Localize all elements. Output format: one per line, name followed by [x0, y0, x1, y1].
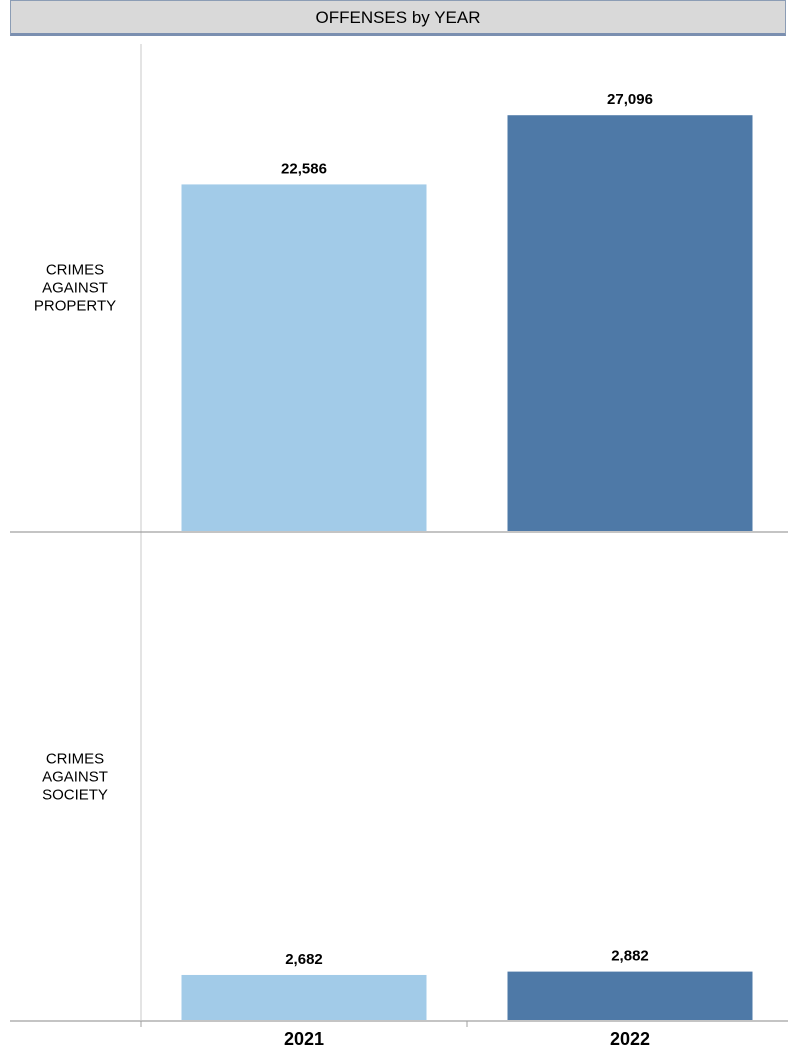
bar-2021: [181, 184, 427, 531]
x-tick-label: 2022: [610, 1029, 650, 1049]
data-label: 2,882: [611, 948, 649, 965]
bar-2021: [181, 974, 427, 1020]
panel-1: CRIMES AGAINST SOCIETY 2,682 2,882: [10, 751, 788, 1022]
data-label: 2,682: [285, 951, 323, 968]
x-axis-ticks: 2021 2022: [140, 1021, 650, 1049]
data-label: 22,586: [281, 160, 327, 177]
x-tick-label: 2021: [284, 1029, 324, 1049]
bar-2022: [507, 971, 753, 1020]
row-label: CRIMES AGAINST PROPERTY: [34, 262, 116, 315]
panel-0: CRIMES AGAINST PROPERTY 22,586 27,096: [10, 91, 788, 533]
bar-2022: [507, 115, 753, 531]
row-label: CRIMES AGAINST SOCIETY: [42, 751, 108, 804]
data-label: 27,096: [607, 91, 653, 108]
chart-title: OFFENSES by YEAR: [10, 0, 786, 36]
